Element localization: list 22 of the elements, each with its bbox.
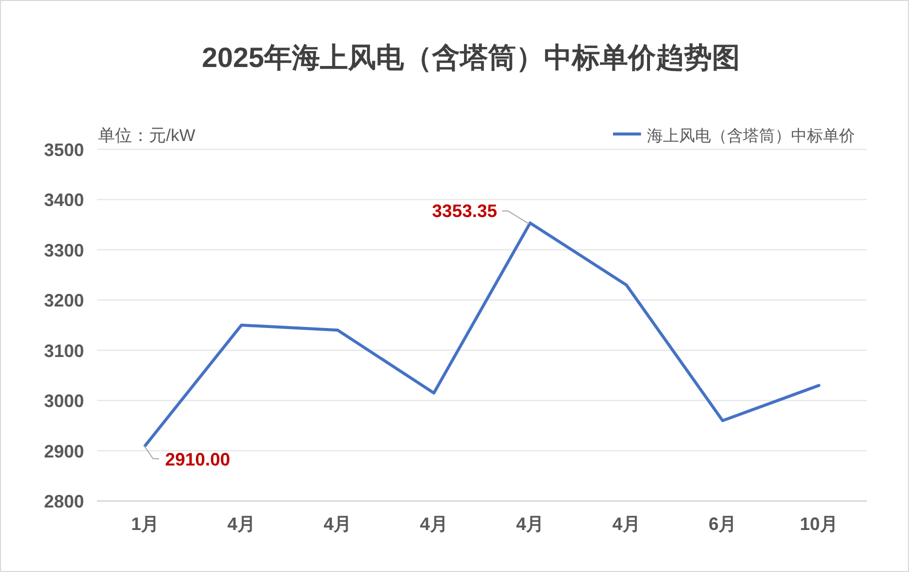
line-series — [144, 221, 820, 448]
y-tick-label: 2800 — [44, 492, 84, 512]
x-tick-label: 4月 — [324, 514, 352, 534]
y-tick-label: 3300 — [44, 240, 84, 260]
x-tick-label: 4月 — [227, 514, 256, 534]
y-tick-label: 2900 — [44, 441, 84, 462]
y-axis-title: 单位：元/kW — [98, 126, 196, 145]
y-tick-label: 3000 — [44, 391, 84, 412]
x-tick-label: 4月 — [516, 514, 544, 534]
chart-title: 2025年海上风电（含塔筒）中标单价趋势图 — [202, 42, 740, 73]
y-tick-label: 3500 — [44, 140, 84, 160]
data-label: 2910.00 — [165, 450, 230, 470]
x-tick-label: 4月 — [420, 514, 448, 534]
y-tick-label: 3200 — [44, 290, 84, 311]
x-tick-label: 4月 — [612, 514, 640, 534]
x-tick-label: 10月 — [800, 514, 838, 534]
legend-label: 海上风电（含塔筒）中标单价 — [647, 127, 855, 145]
x-tick-label: 6月 — [708, 514, 737, 534]
y-tick-label: 3400 — [44, 190, 84, 210]
data-label: 3353.35 — [432, 200, 498, 221]
x-tick-label: 1月 — [131, 514, 160, 534]
y-tick-label: 3100 — [44, 340, 84, 361]
